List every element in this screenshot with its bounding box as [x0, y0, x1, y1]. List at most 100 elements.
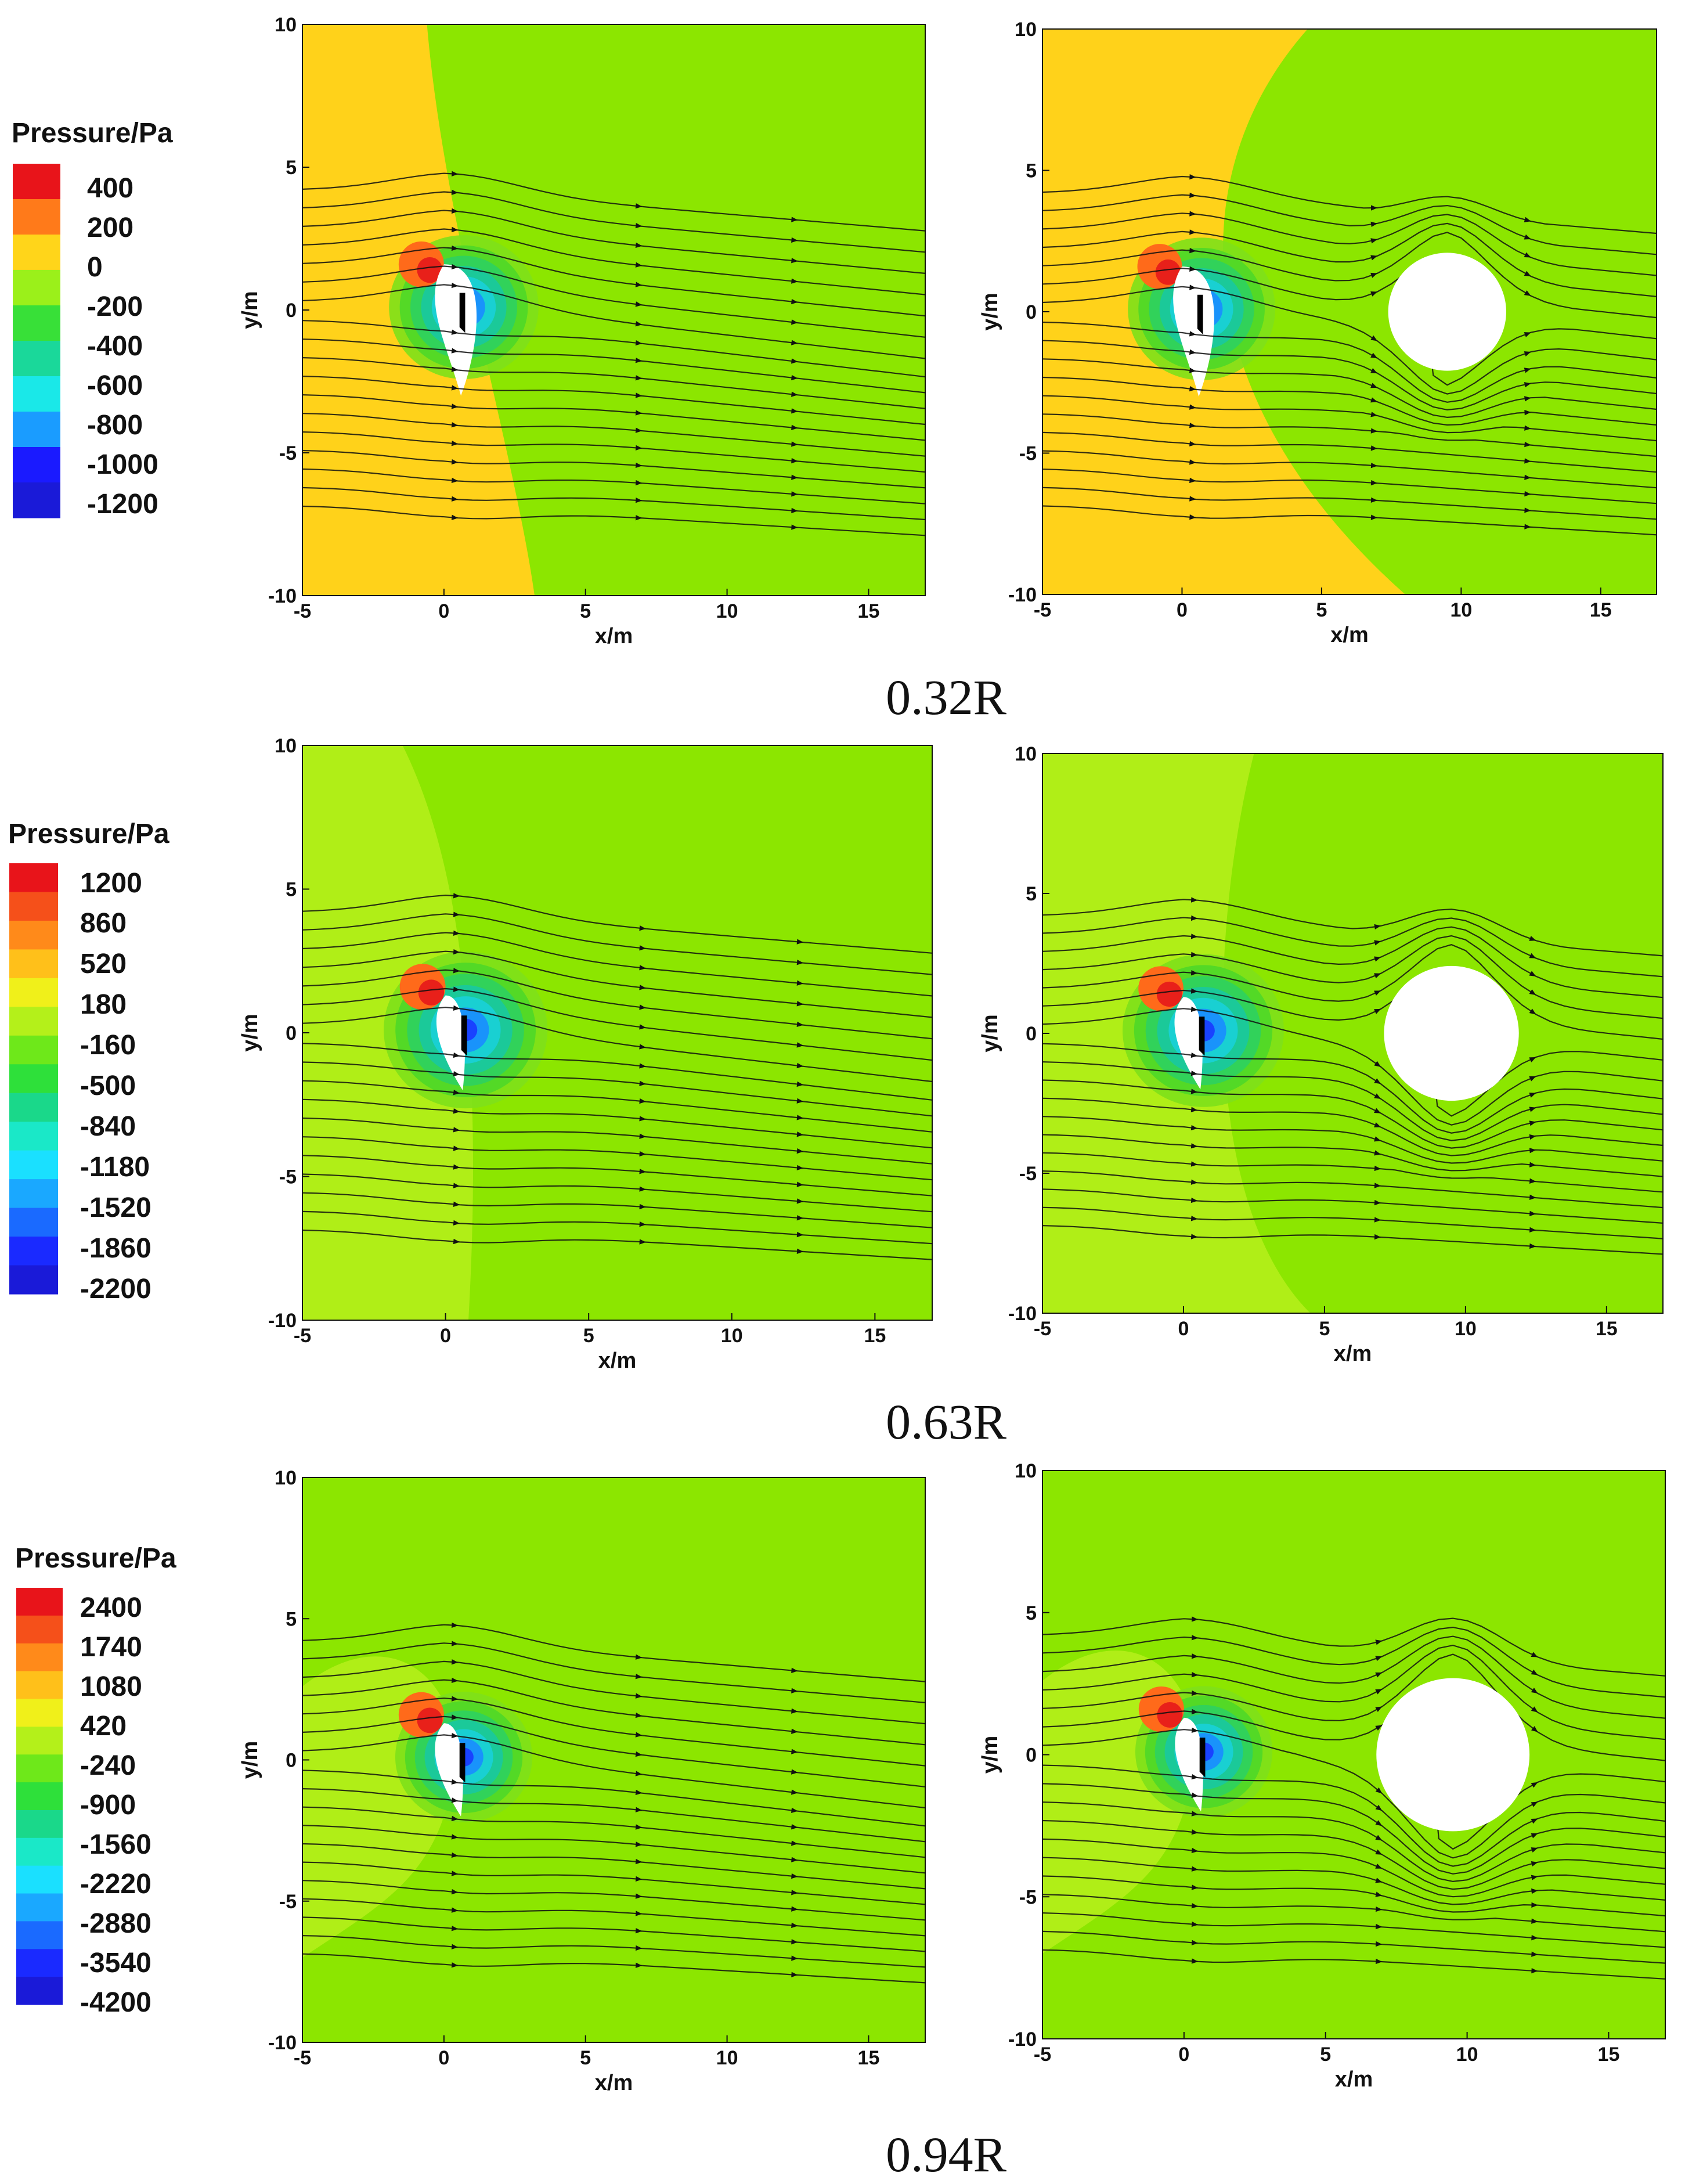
blade-section: [435, 264, 477, 396]
x-tick-label: 5: [1316, 599, 1327, 621]
streamline-arrow: [1190, 1125, 1198, 1131]
streamline-arrow: [1191, 1940, 1199, 1945]
streamline: [1042, 222, 1657, 297]
streamline-arrow: [451, 441, 459, 446]
y-tick-label: 10: [1015, 1460, 1037, 1482]
y-axis-label: y/m: [978, 293, 1002, 330]
streamline-arrow: [1524, 217, 1531, 222]
streamline-arrow: [1375, 1958, 1383, 1965]
streamline-arrow: [1375, 1835, 1383, 1841]
streamline: [302, 1624, 925, 1682]
legend-label: 1080: [80, 1671, 142, 1702]
y-tick-label: -5: [1019, 443, 1037, 465]
streamline-arrow: [1524, 396, 1531, 402]
streamline-arrow: [1374, 990, 1381, 996]
streamline-arrow: [1375, 1941, 1383, 1947]
legend-title: Pressure/Pa: [15, 1543, 176, 1574]
streamline-arrow: [796, 1021, 804, 1028]
streamline-arrow: [1190, 1216, 1198, 1221]
streamline: [302, 265, 925, 338]
streamline-arrow: [453, 1090, 460, 1095]
streamline: [302, 1734, 925, 1809]
streamline-arrow: [1374, 1199, 1381, 1206]
streamline-arrow: [791, 441, 798, 447]
streamline-arrow: [796, 1231, 804, 1238]
streamline-arrow: [1189, 514, 1196, 520]
y-tick-label: 10: [275, 1467, 297, 1489]
tower-section: [1384, 965, 1519, 1101]
legend-swatch: [16, 1865, 63, 1894]
legend-swatch: [9, 1035, 58, 1065]
streamline-arrow: [453, 930, 460, 936]
streamline-arrow: [451, 1622, 459, 1628]
streamline-arrow: [1189, 247, 1196, 254]
streamline: [302, 1117, 932, 1165]
streamline-arrow: [635, 1824, 643, 1830]
y-tick-label: 0: [286, 1022, 297, 1044]
streamline-arrow: [1531, 1706, 1538, 1713]
y-tick-label: -5: [279, 1891, 297, 1913]
streamline: [1042, 194, 1657, 255]
blade-wake-core: [459, 1743, 466, 1783]
streamline: [302, 1716, 925, 1787]
streamline: [302, 1953, 925, 1984]
stagnation-contour: [417, 1707, 443, 1733]
legend-label: -500: [80, 1071, 136, 1101]
y-tick-label: 5: [1026, 883, 1037, 905]
legend-swatch: [9, 1265, 58, 1295]
y-axis-label: y/m: [238, 291, 262, 329]
streamline-arrow: [1531, 1801, 1538, 1807]
legend-label: -1560: [80, 1829, 151, 1860]
streamline-arrow: [1190, 1161, 1198, 1167]
streamline: [302, 1788, 925, 1843]
streamline-arrow: [1531, 1669, 1538, 1675]
streamline-arrow: [1529, 1227, 1536, 1233]
streamline-arrow: [453, 1052, 460, 1058]
legend-label: -900: [80, 1790, 136, 1821]
streamline-arrow: [1191, 1653, 1199, 1659]
streamline-arrow: [1190, 1107, 1198, 1112]
legend-label: -3540: [80, 1948, 151, 1978]
streamline-arrow: [1190, 1089, 1198, 1094]
streamline-arrow: [453, 1108, 460, 1114]
streamline-arrow: [639, 1203, 646, 1210]
legend-swatch: [16, 1921, 63, 1949]
streamline-arrow: [1531, 1967, 1538, 1974]
streamline-arrow: [1374, 1165, 1381, 1172]
legend-swatch: [13, 341, 60, 377]
streamline: [1042, 1206, 1663, 1239]
legend-swatch: [9, 1093, 58, 1122]
streamline-arrow: [791, 1955, 798, 1961]
streamline-arrow: [791, 457, 798, 464]
streamline-arrow: [639, 1221, 646, 1227]
streamline-arrow: [639, 1186, 646, 1192]
streamline-arrow: [791, 1789, 798, 1795]
streamline-arrow: [1191, 1690, 1199, 1696]
streamline-arrow: [453, 911, 460, 917]
streamline-arrow: [451, 1926, 459, 1931]
streamline: [1042, 1729, 1665, 1859]
streamline-arrow: [451, 496, 459, 502]
legend-row-1: Pressure/Pa 400 200 0 -200 -400 -600 -80…: [12, 118, 173, 520]
streamline-arrow: [453, 1164, 460, 1170]
streamline-arrow: [453, 1071, 460, 1077]
legend-swatch: [13, 412, 60, 448]
streamline: [1042, 1819, 1665, 1890]
streamline-arrow: [639, 1169, 646, 1174]
streamline: [302, 1007, 932, 1083]
streamline-arrow: [635, 1841, 643, 1847]
legend-swatch: [9, 1150, 58, 1180]
streamline-arrow: [453, 986, 460, 992]
streamline-arrow: [1375, 1891, 1383, 1897]
blade-wake-core: [1199, 1738, 1206, 1778]
legend-swatches: [9, 863, 58, 1295]
streamline-arrow: [635, 222, 643, 229]
streamline-arrow: [791, 424, 798, 430]
streamline-arrow: [1524, 474, 1531, 480]
streamline: [1042, 1225, 1663, 1255]
streamline-arrow: [451, 1659, 459, 1665]
legend-swatch: [13, 235, 60, 271]
